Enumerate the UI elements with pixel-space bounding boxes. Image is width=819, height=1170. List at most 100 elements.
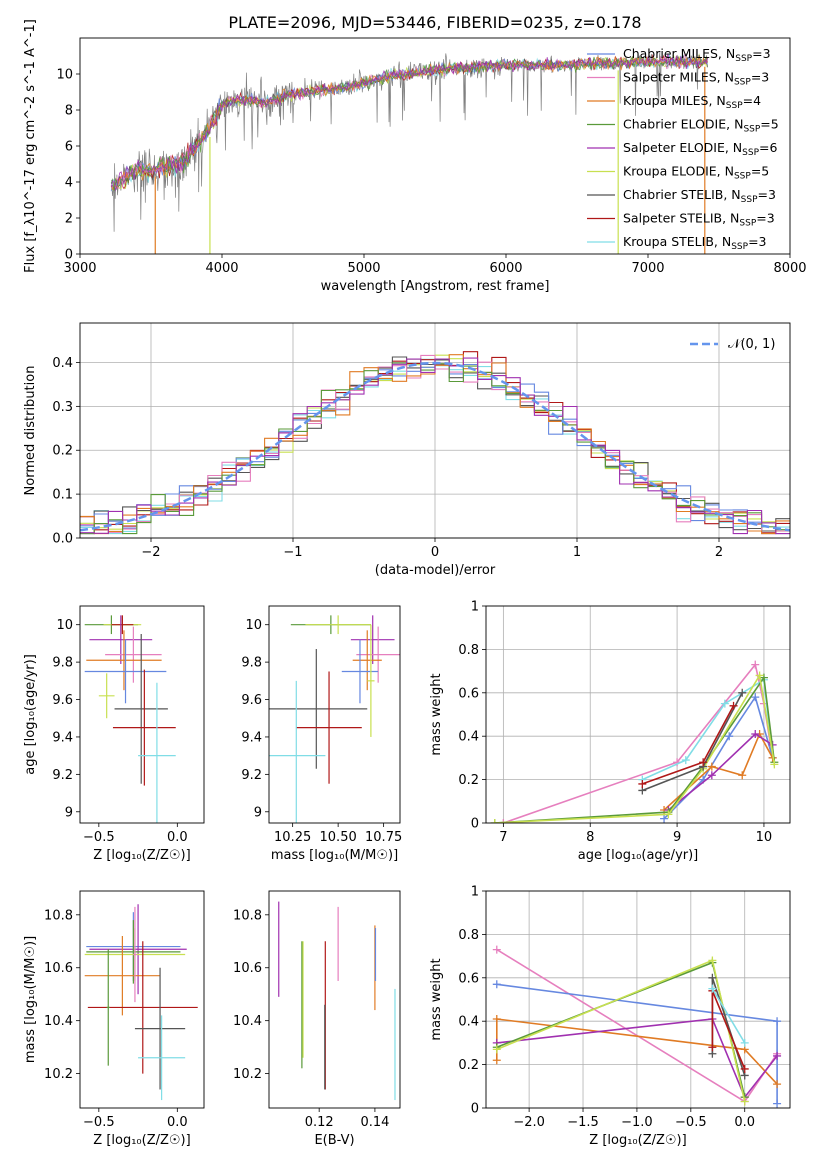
legend-entry: Chabrier MILES, NSSP=3 — [623, 46, 771, 64]
y-tick-label: 10.4 — [233, 1014, 262, 1029]
data-point — [729, 701, 738, 710]
x-tick-label: 2 — [715, 545, 723, 560]
error-crosses — [84, 904, 198, 1101]
legend-subscript: SSP — [739, 219, 756, 229]
y-tick-label: 9.4 — [52, 730, 73, 745]
axes-frame — [268, 605, 401, 824]
legend-label: Chabrier MILES, N — [623, 46, 735, 61]
legend-entry: Kroupa ELODIE, NSSP=5 — [623, 164, 769, 182]
data-point — [751, 693, 760, 702]
data-point — [492, 1056, 501, 1065]
y-tick-label: 9.6 — [52, 693, 73, 708]
x-axis-label: (data-model)/error — [375, 563, 496, 578]
y-tick-label: 10.6 — [233, 961, 262, 976]
y-tick-label: 0.4 — [52, 356, 73, 371]
data-point — [725, 732, 734, 741]
legend-entry: Chabrier STELIB, NSSP=3 — [623, 187, 776, 205]
axes-frame — [79, 37, 791, 255]
data-point — [773, 1080, 782, 1089]
mass-weight-vs-Z-panel: −2.0 −1.5 −1.0 −0.5 0.0 0 0.2 0.4 0.6 0.8 1 Z [log₁… — [429, 885, 791, 1148]
y-tick-label: 10.8 — [44, 908, 73, 923]
legend-subscript: SSP — [735, 54, 752, 64]
data-point — [751, 660, 760, 669]
y-tick-label: 0.3 — [52, 400, 73, 415]
axes-frame — [485, 890, 791, 1109]
data-point — [773, 1099, 782, 1108]
x-axis-label: Z [log₁₀(Z/Z☉)] — [93, 848, 190, 863]
data-point — [492, 1015, 501, 1024]
y-tick-label: 0.8 — [458, 928, 479, 943]
x-tick-label: 5000 — [347, 261, 380, 276]
legend-entry: Chabrier ELODIE, NSSP=5 — [623, 117, 779, 135]
x-axis-label: Z [log₁₀(Z/Z☉)] — [93, 1133, 190, 1148]
x-tick-label: 10 — [756, 830, 773, 845]
data-point — [707, 762, 716, 771]
residuals-legend: 𝒩(0, 1) — [690, 337, 775, 352]
data-point — [770, 760, 779, 769]
model-spectrum-salpeter_elodie — [110, 53, 708, 192]
x-tick-label: 4000 — [205, 261, 238, 276]
legend-suffix: =3 — [758, 187, 776, 202]
y-tick-label: 0.2 — [52, 444, 73, 459]
mass-weight-vs-age-panel: 7 8 9 10 0 0.2 0.4 0.6 0.8 1 age [log₁₀(age/yr)] ma… — [429, 600, 791, 863]
age-vs-mass-panel: 10.25 10.50 10.75 9 9.2 9.4 9.6 9.8 10 mass [log₁… — [241, 605, 402, 863]
legend-label: Chabrier STELIB, N — [623, 187, 741, 202]
data-point — [773, 1017, 782, 1026]
series-line-chabrier_stelib — [711, 977, 746, 1076]
legend-suffix: =3 — [751, 70, 769, 85]
series-line-salpeter_miles — [503, 662, 774, 823]
model-spectrum-kroupa_miles — [110, 54, 708, 191]
series-line-salpeter_elodie — [496, 1018, 778, 1099]
mass-vs-ebv-panel: 0.12 0.14 10.2 10.4 10.6 10.8 E(B-V) — [233, 890, 401, 1148]
data-point — [699, 758, 708, 767]
age-vs-Z-panel: −0.5 0.0 9 9.2 9.4 9.6 9.8 10 Z [log₁₀(Z/Z☉)] age… — [23, 605, 205, 863]
legend-subscript: SSP — [726, 101, 743, 111]
y-tick-label: 0.6 — [458, 686, 479, 701]
x-tick-label: −1.5 — [567, 1115, 599, 1130]
x-axis-label: Z [log₁₀(Z/Z☉)] — [589, 1133, 686, 1148]
legend-suffix: =5 — [751, 164, 769, 179]
axes-frame — [485, 605, 791, 824]
legend-subscript: SSP — [741, 195, 758, 205]
x-tick-label: −0.5 — [83, 1115, 115, 1130]
legend-subscript: SSP — [742, 148, 759, 158]
x-axis-label: wavelength [Angstrom, rest frame] — [321, 279, 550, 294]
data-point — [755, 671, 764, 680]
y-tick-label: 0.8 — [458, 643, 479, 658]
x-tick-label: 8 — [586, 830, 594, 845]
error-crosses — [269, 615, 400, 823]
x-tick-label: 10.25 — [274, 830, 311, 845]
series-line-chabrier_stelib — [642, 692, 743, 792]
legend-entry: 𝒩(0, 1) — [728, 337, 775, 352]
y-axis-label: age [log₁₀(age/yr)] — [23, 654, 38, 775]
y-axis-label: mass weight — [429, 673, 444, 755]
legend-suffix: =5 — [760, 117, 778, 132]
data-point — [490, 819, 499, 823]
x-tick-label: 9 — [673, 830, 681, 845]
data-point — [708, 984, 717, 993]
y-tick-label: 9.4 — [241, 730, 262, 745]
legend-entry: Kroupa MILES, NSSP=4 — [623, 93, 761, 111]
x-tick-label: −2.0 — [513, 1115, 545, 1130]
data-point — [492, 980, 501, 989]
residuals-panel: −2 −1 0 1 2 0.0 0.1 0.2 0.3 0.4 (data-model)/error… — [23, 322, 791, 578]
y-tick-label: 0.2 — [458, 773, 479, 788]
data-point — [660, 814, 669, 823]
x-tick-label: 0 — [431, 545, 439, 560]
data-point — [707, 771, 716, 780]
x-tick-label: 6000 — [489, 261, 522, 276]
x-tick-label: 0.0 — [167, 830, 188, 845]
data-point — [664, 810, 673, 819]
y-tick-label: 0 — [471, 1102, 479, 1117]
y-tick-label: 0.4 — [458, 1015, 479, 1030]
spectrum-panel: 3000 4000 5000 6000 7000 8000 0 2 4 6 8 10 wavelengt… — [23, 19, 807, 294]
y-tick-label: 9.2 — [241, 768, 262, 783]
data-point — [720, 699, 729, 708]
data-point — [708, 1043, 717, 1052]
y-tick-label: 0.2 — [458, 1058, 479, 1073]
y-tick-label: 0.0 — [52, 532, 73, 547]
x-axis-label: mass [log₁₀(M/M☉)] — [271, 848, 398, 863]
x-tick-label: 0.12 — [305, 1115, 334, 1130]
y-tick-label: 10.2 — [44, 1067, 73, 1082]
data-point — [773, 1051, 782, 1060]
